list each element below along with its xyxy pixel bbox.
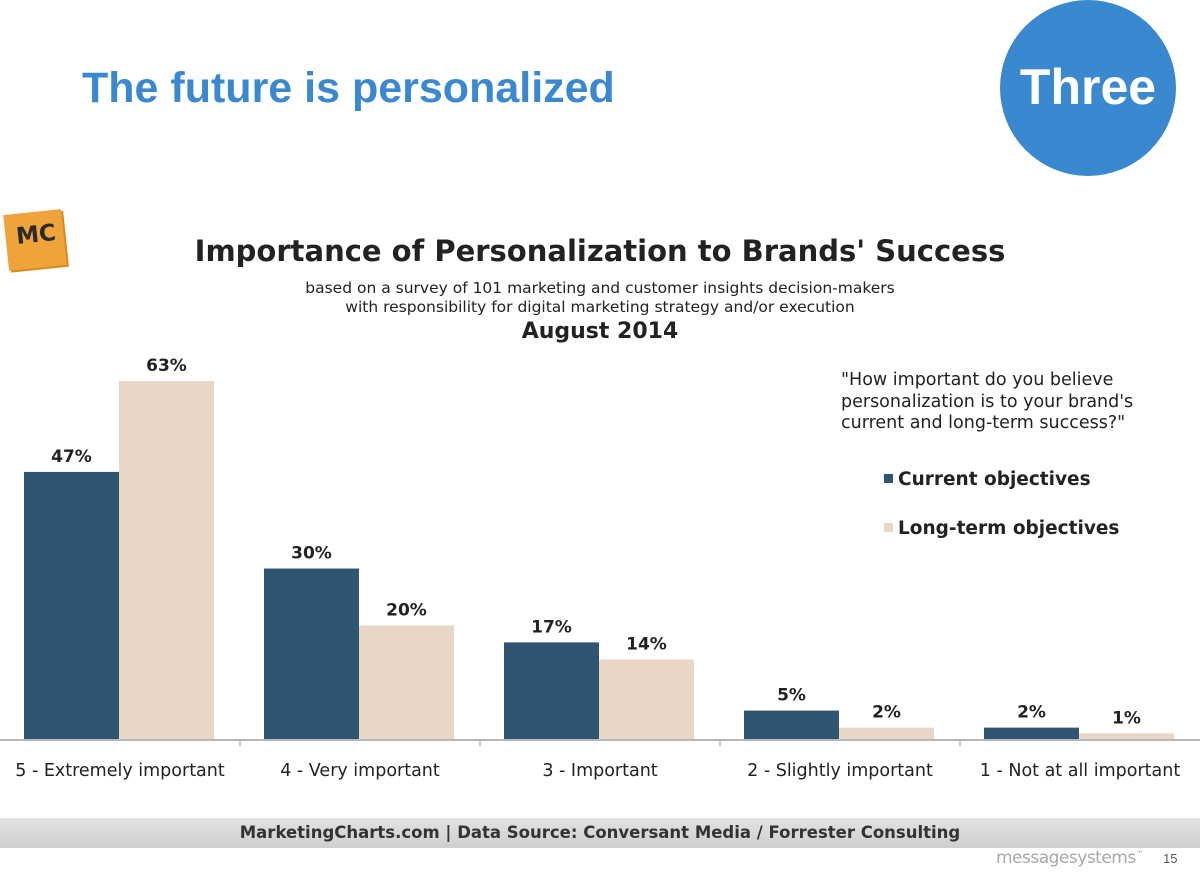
bar [359,625,454,739]
legend-label-current: Current objectives [898,469,1091,490]
bar [744,710,839,739]
bar [984,727,1079,739]
legend-item-long-term: Long-term objectives [884,518,1119,539]
bar-chart: 47% 63% 5 - Extremely important 30% 20% 4 - V… [0,356,1200,781]
data-label: 1% [1112,708,1141,728]
legend-label-long-term: Long-term objectives [898,518,1120,539]
brand-logo-text: messagesystems [996,848,1136,868]
bar [264,568,359,739]
legend-swatch-current [884,474,893,483]
chart-subtitle-line-1: based on a survey of 101 marketing and c… [305,279,895,297]
bar [24,471,119,739]
x-tick-label: 4 - Very important [280,761,440,781]
x-tick-label: 2 - Slightly important [747,761,933,781]
survey-question: "How important do you believe personaliz… [841,370,1134,433]
section-badge [1000,0,1176,176]
footer-band [0,818,1200,848]
data-label: 17% [531,617,572,637]
bar [119,381,214,739]
brand-logo: messagesystems™ [996,848,1144,868]
data-label: 20% [386,600,427,620]
section-badge-label: Three [1019,59,1157,115]
legend-item-current: Current objectives [884,469,1091,490]
x-tick-label: 3 - Important [542,761,657,781]
x-tick-label: 1 - Not at all important [980,761,1181,781]
data-label: 5% [777,686,806,706]
x-tick-label: 5 - Extremely important [15,761,225,781]
chart-subtitle-line-2: with responsibility for digital marketin… [345,298,855,316]
data-label: 2% [872,703,901,723]
chart-source: MarketingCharts.com | Data Source: Conve… [239,823,961,842]
data-label: 47% [51,447,92,467]
bar [839,727,934,739]
page-number: 15 [1163,851,1178,866]
chart-date: August 2014 [521,319,679,344]
data-label: 14% [626,634,667,654]
bar [1079,733,1174,739]
slide-title: The future is personalized [82,64,615,112]
legend-swatch-long-term [884,523,893,532]
chart-title: Importance of Personalization to Brands'… [194,234,1006,268]
data-label: 2% [1017,703,1046,723]
bar [504,642,599,739]
bar [599,659,694,739]
data-label: 63% [146,356,187,376]
data-label: 30% [291,544,332,564]
trademark-icon: ™ [1135,849,1144,859]
